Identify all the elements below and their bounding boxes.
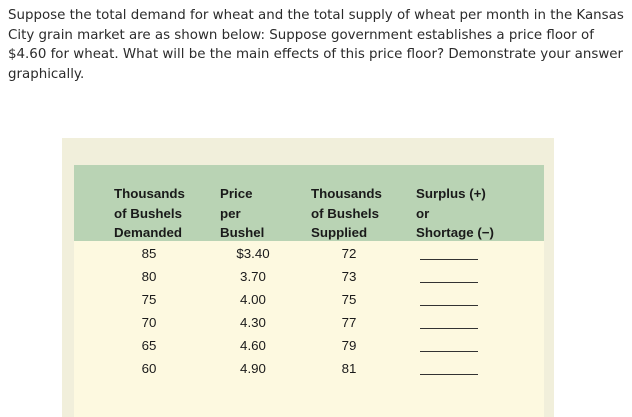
answer-blank xyxy=(420,374,478,375)
header-line: or xyxy=(416,205,430,221)
header-price-per-bushel: Price per Bushel xyxy=(220,184,264,243)
cell-price: 4.00 xyxy=(240,292,266,307)
cell-quantity-demanded: 75 xyxy=(141,292,157,307)
cell-quantity-supplied: 81 xyxy=(341,361,357,376)
cell-quantity-demanded: 60 xyxy=(141,361,157,376)
table-row: 75 4.00 75 xyxy=(74,289,544,312)
cell-quantity-demanded: 65 xyxy=(141,338,157,353)
header-line: of Bushels xyxy=(114,205,182,221)
table-row: 65 4.60 79 xyxy=(74,335,544,358)
cell-quantity-supplied: 77 xyxy=(341,315,357,330)
cell-quantity-demanded: 80 xyxy=(141,269,157,284)
cell-quantity-supplied: 79 xyxy=(341,338,357,353)
header-line: Shortage (−) xyxy=(416,225,494,240)
header-surplus-shortage: Surplus (+) or Shortage (−) xyxy=(416,184,494,243)
header-line: Thousands xyxy=(311,186,382,201)
header-line: of Bushels xyxy=(311,205,379,221)
table-row: 85 $3.40 72 xyxy=(74,243,544,266)
table-row: 80 3.70 73 xyxy=(74,266,544,289)
cell-price: 4.90 xyxy=(240,361,266,376)
cell-price: 4.60 xyxy=(240,338,266,353)
cell-quantity-supplied: 72 xyxy=(341,246,357,261)
table-row: 60 4.90 81 xyxy=(74,358,544,381)
table-header: Thousands of Bushels Demanded Price per … xyxy=(74,165,544,241)
answer-blank xyxy=(420,282,478,283)
supply-demand-table: Thousands of Bushels Demanded Price per … xyxy=(74,165,544,417)
header-line: Surplus (+) xyxy=(416,186,486,201)
answer-blank xyxy=(420,328,478,329)
cell-quantity-demanded: 85 xyxy=(141,246,157,261)
table-row: 70 4.30 77 xyxy=(74,312,544,335)
header-line: Thousands xyxy=(114,186,185,201)
cell-quantity-supplied: 73 xyxy=(341,269,357,284)
cell-price: 4.30 xyxy=(240,315,266,330)
header-line: per xyxy=(220,205,241,221)
answer-blank xyxy=(420,259,478,260)
header-quantity-supplied: Thousands of Bushels Supplied xyxy=(311,184,382,243)
answer-blank xyxy=(420,351,478,352)
header-line: Bushel xyxy=(220,225,265,240)
cell-price: $3.40 xyxy=(236,246,270,261)
cell-price: 3.70 xyxy=(240,269,266,284)
question-text: Suppose the total demand for wheat and t… xyxy=(8,8,624,82)
table-panel: Thousands of Bushels Demanded Price per … xyxy=(62,138,554,417)
cell-quantity-supplied: 75 xyxy=(341,292,357,307)
answer-blank xyxy=(420,305,478,306)
header-line: Supplied xyxy=(311,225,368,240)
cell-quantity-demanded: 70 xyxy=(141,315,157,330)
header-line: Price xyxy=(220,186,253,201)
header-line: Demanded xyxy=(114,225,182,240)
header-quantity-demanded: Thousands of Bushels Demanded xyxy=(114,184,185,243)
